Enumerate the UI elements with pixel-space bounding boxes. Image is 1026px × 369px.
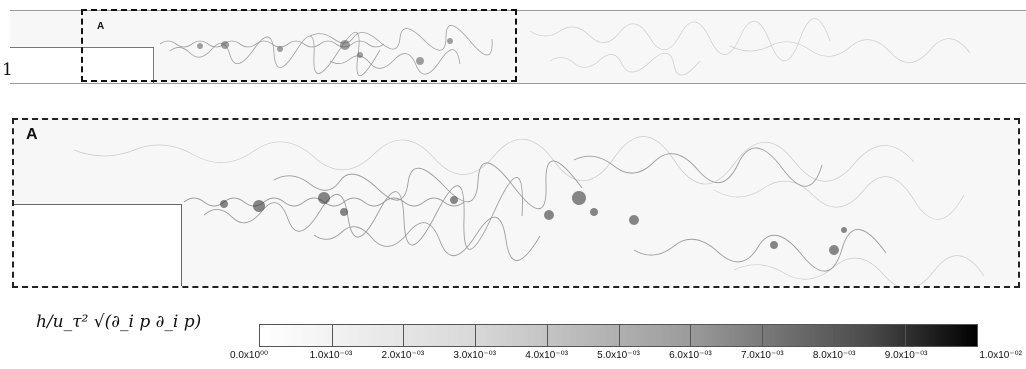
side-mark: 1: [2, 60, 13, 80]
overview-field-image: [159, 18, 971, 77]
colorbar-tick-label: 3.0x10⁻⁰³: [453, 350, 497, 361]
colorbar-tick: [905, 325, 907, 346]
colorbar-tick-label: 1.0x10⁻⁰³: [309, 350, 353, 361]
colorbar-tick-label: 1.0x10⁻⁰²: [979, 350, 1022, 361]
colorbar-tick: [690, 325, 692, 346]
colorbar-tick: [546, 325, 548, 346]
colorbar-tick-label: 8.0x10⁻⁰³: [812, 350, 856, 361]
zoom-field-image: [73, 136, 985, 286]
colorbar-tick: [761, 325, 763, 346]
colorbar-tick-label: 0.0x10⁰⁰: [230, 350, 269, 361]
colorbar-tick-label: 9.0x10⁻⁰³: [884, 350, 928, 361]
zoom-region-box: [81, 9, 517, 82]
colorbar-tick: [833, 325, 835, 346]
colorbar-tick-label: 6.0x10⁻⁰³: [669, 350, 712, 361]
colorbar: [259, 324, 978, 347]
colorbar-tick: [331, 325, 333, 346]
colorbar-tick-label: 4.0x10⁻⁰³: [525, 350, 568, 361]
colorbar-title: h/u_τ² √(∂_i p ∂_i p): [36, 312, 202, 332]
zoom-region-label: A: [26, 126, 38, 143]
colorbar-tick-label: 2.0x10⁻⁰³: [381, 350, 425, 361]
colorbar-tick-label: 7.0x10⁻⁰³: [740, 350, 784, 361]
overview-region-label: A: [97, 21, 105, 32]
overview-panel: A: [10, 10, 1026, 84]
colorbar-tick-label: 5.0x10⁻⁰³: [597, 350, 640, 361]
colorbar-tick: [475, 325, 477, 346]
colorbar-tick: [618, 325, 620, 346]
zoom-panel: A: [12, 118, 1020, 288]
colorbar-tick: [403, 325, 405, 346]
zoom-step-block: [14, 204, 182, 286]
